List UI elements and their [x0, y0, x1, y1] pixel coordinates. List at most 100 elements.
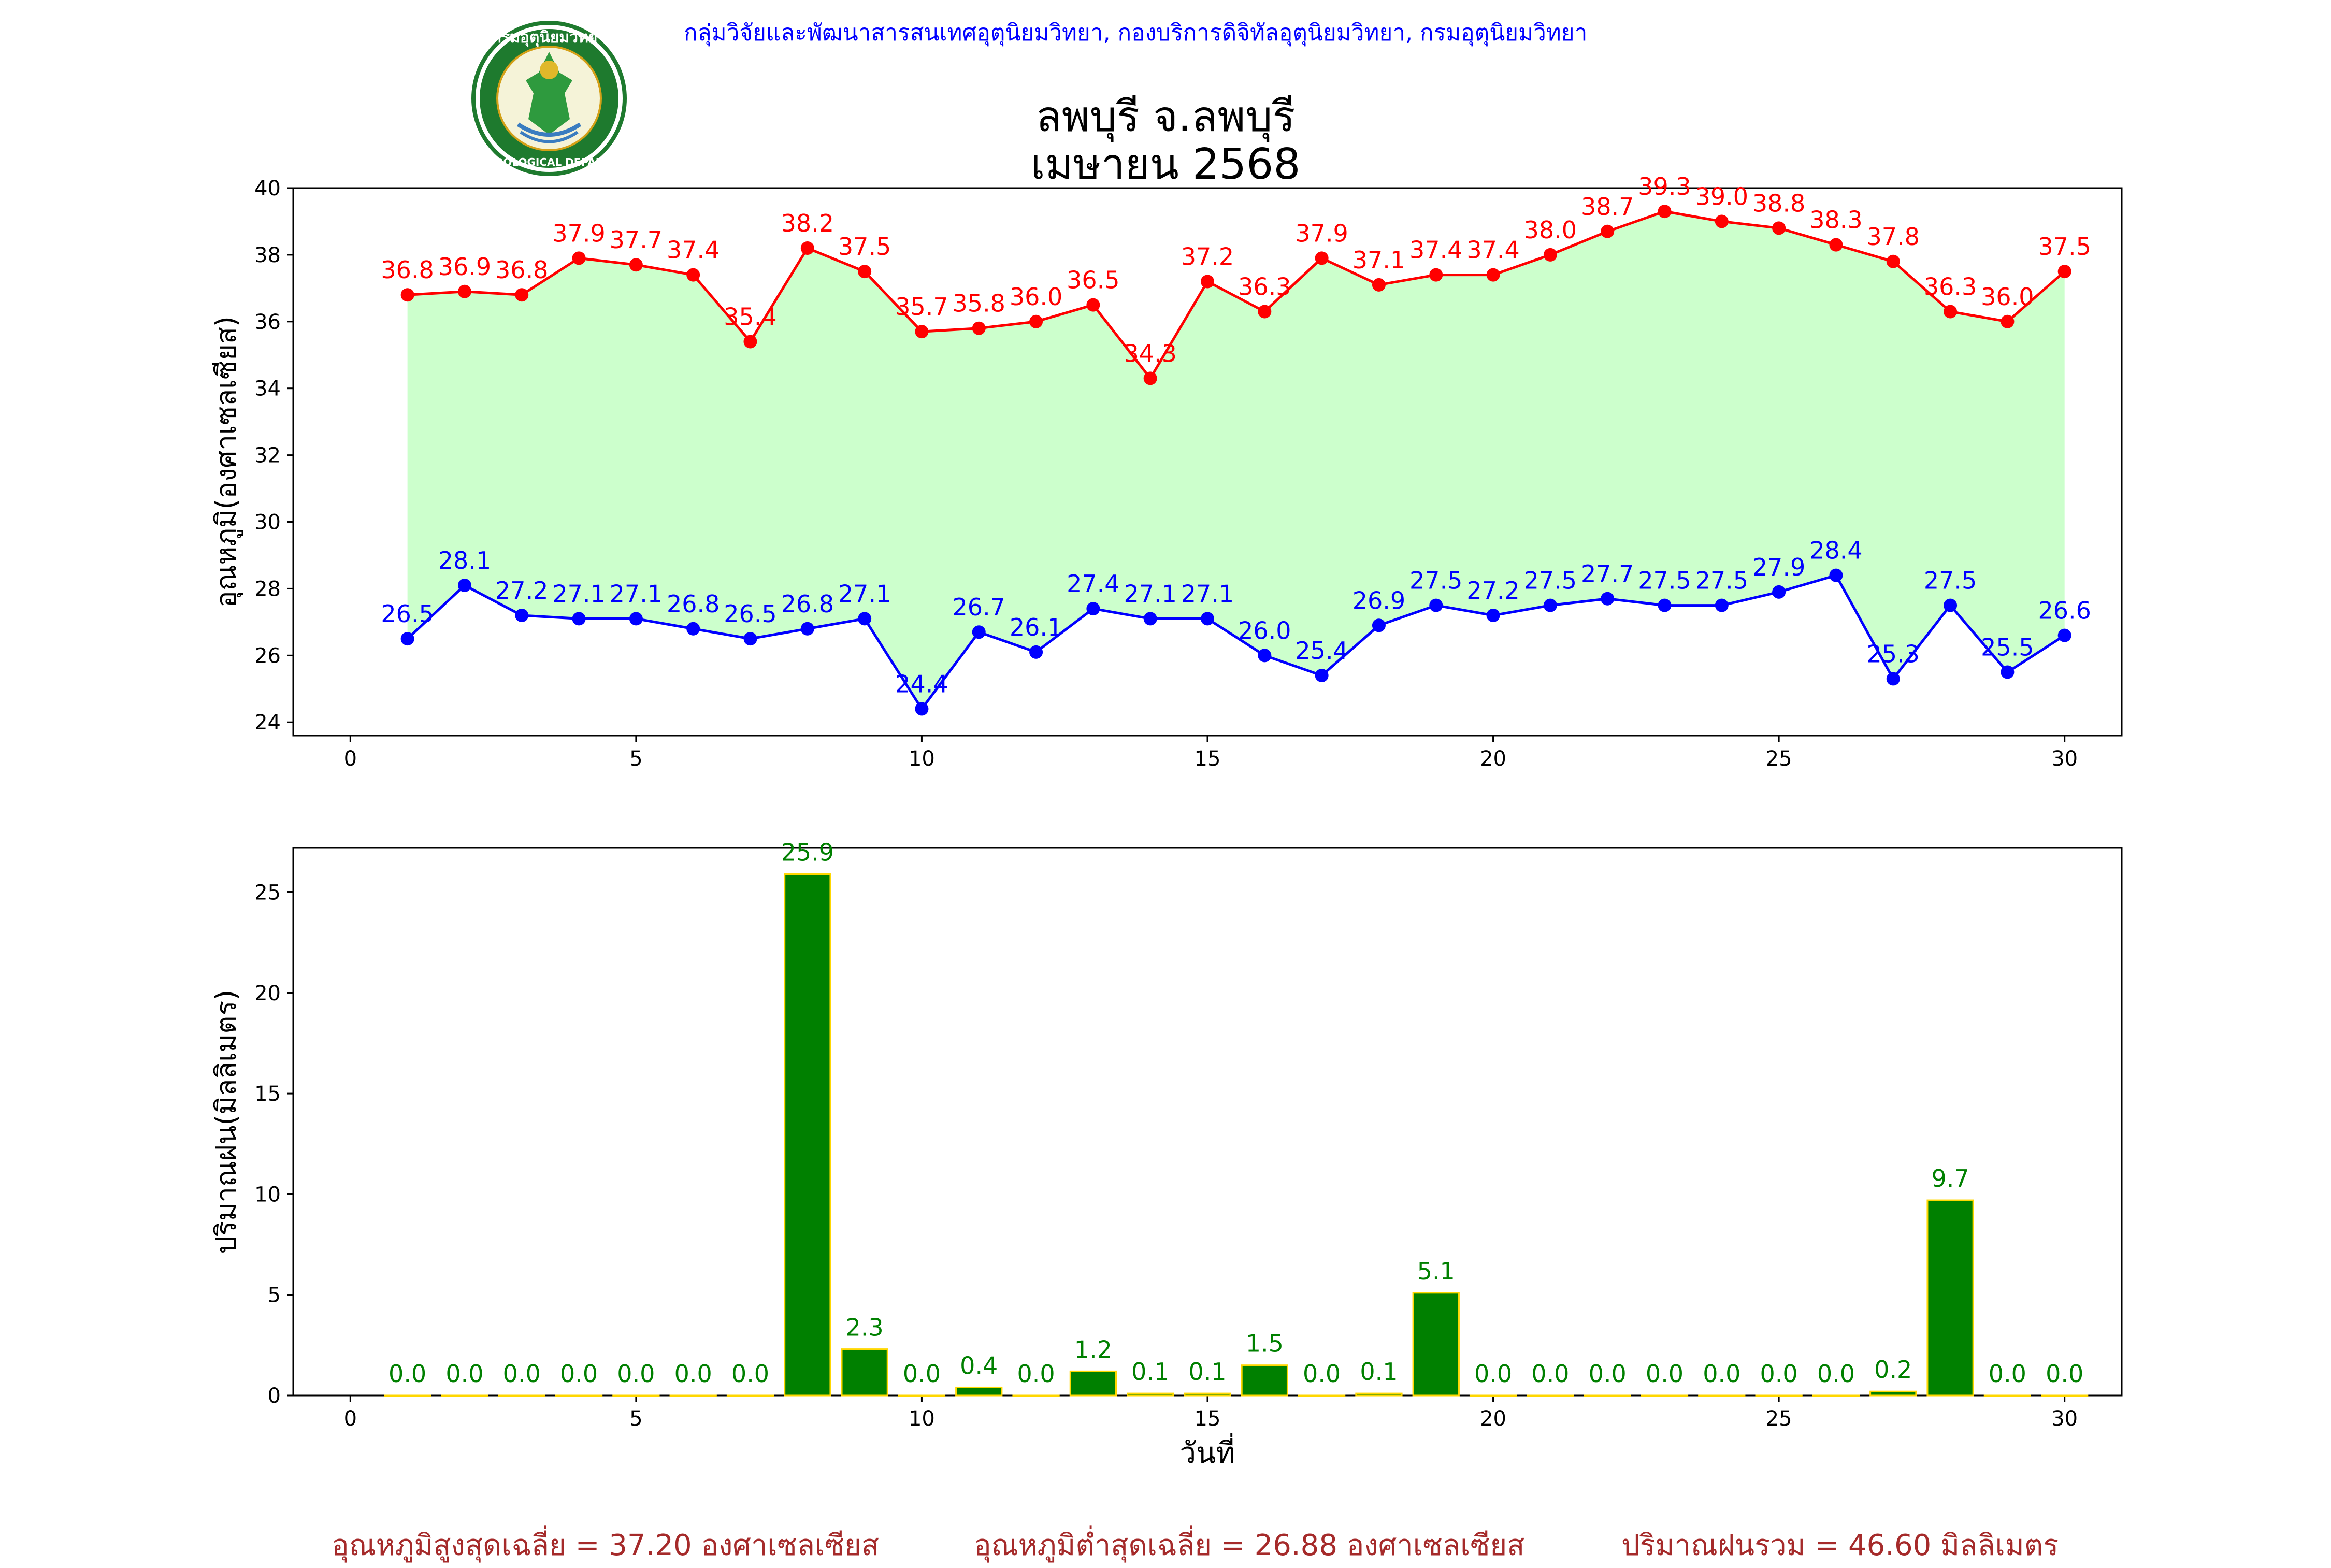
x-tick-label: 5	[629, 1407, 642, 1431]
max-temperature-label: 34.3	[1124, 339, 1176, 367]
max-temperature-label: 37.9	[552, 219, 605, 247]
max-temperature-label: 39.3	[1638, 172, 1691, 200]
min-temperature-label: 26.5	[381, 600, 434, 628]
x-tick-label: 30	[2051, 747, 2078, 771]
y-tick-label: 5	[268, 1284, 281, 1307]
min-temperature-label: 27.9	[1752, 553, 1805, 581]
max-temperature-label: 37.7	[610, 226, 663, 254]
min-temperature-point	[2001, 665, 2015, 679]
y-tick-label: 20	[254, 982, 281, 1005]
max-temperature-point	[1486, 268, 1500, 282]
chart-title-station: ลพบุรี จ.ลพบุรี	[1035, 92, 1296, 141]
max-temperature-label: 37.8	[1867, 223, 1920, 251]
min-temperature-label: 27.7	[1581, 560, 1634, 588]
rainfall-label: 0.4	[960, 1351, 998, 1379]
min-temperature-label: 27.5	[1524, 567, 1577, 595]
rainfall-label: 0.0	[1817, 1360, 1855, 1388]
max-temperature-label: 36.8	[495, 256, 548, 284]
rainfall-label: 0.0	[1989, 1360, 2026, 1388]
rainfall-label: 0.0	[388, 1360, 426, 1388]
min-temperature-label: 24.4	[895, 670, 948, 698]
min-temperature-point	[800, 622, 814, 636]
max-temperature-point	[686, 268, 700, 282]
y-tick-label: 0	[268, 1384, 281, 1408]
min-temperature-point	[1429, 598, 1443, 612]
rainfall-label: 0.0	[1703, 1360, 1740, 1388]
min-temperature-label: 27.2	[495, 577, 548, 605]
min-temperature-point	[1601, 592, 1615, 606]
rainfall-bar	[955, 1386, 1003, 1397]
max-temperature-point	[457, 284, 471, 298]
min-temperature-label: 27.1	[1181, 580, 1234, 608]
x-tick-label: 20	[1480, 747, 1506, 771]
min-temperature-point	[686, 622, 700, 636]
min-temperature-point	[1029, 645, 1043, 659]
max-temperature-label: 36.9	[438, 253, 491, 281]
max-temperature-point	[1944, 305, 1958, 319]
max-temperature-point	[1715, 214, 1729, 228]
x-tick-label: 0	[344, 1407, 357, 1431]
max-temperature-label: 39.0	[1695, 182, 1748, 210]
rainfall-bar	[1355, 1392, 1403, 1397]
x-tick-label: 5	[629, 747, 642, 771]
svg-text:กรมอุตุนิยมวิทยา: กรมอุตุนิยมวิทยา	[492, 28, 606, 47]
rainfall-label: 0.0	[903, 1360, 941, 1388]
min-temperature-label: 26.6	[2038, 597, 2091, 625]
max-temperature-label: 36.5	[1067, 266, 1119, 294]
max-temperature-label: 38.2	[781, 209, 834, 237]
y-axis-label: อุณหภูมิ(องศาเซลเซียส)	[210, 316, 243, 608]
x-tick-label: 0	[344, 747, 357, 771]
min-temperature-label: 26.9	[1352, 586, 1405, 614]
rainfall-label: 0.0	[731, 1360, 769, 1388]
x-tick-label: 30	[2051, 1407, 2078, 1431]
max-temperature-label: 37.1	[1352, 246, 1405, 274]
rainfall-bar	[1241, 1364, 1288, 1397]
min-temperature-point	[1886, 672, 1900, 686]
min-temperature-point	[858, 612, 872, 626]
svg-text:METEOROLOGICAL DEPARTMENT: METEOROLOGICAL DEPARTMENT	[466, 156, 632, 168]
rainfall-label: 0.0	[674, 1360, 712, 1388]
x-tick-label: 10	[909, 747, 935, 771]
min-temperature-point	[515, 608, 529, 622]
rainfall-label: 0.0	[1017, 1360, 1055, 1388]
max-temperature-point	[800, 241, 814, 255]
min-temperature-label: 27.5	[1638, 567, 1691, 595]
y-tick-label: 25	[254, 881, 281, 904]
rainfall-label: 0.0	[1589, 1360, 1627, 1388]
max-temperature-label: 36.8	[381, 256, 434, 284]
rainfall-label: 0.2	[1874, 1356, 1912, 1384]
rainfall-bar	[1412, 1292, 1460, 1397]
max-temperature-point	[972, 321, 986, 335]
x-tick-label: 25	[1766, 1407, 1792, 1431]
min-temperature-label: 26.8	[781, 590, 834, 618]
rainfall-label: 0.0	[1474, 1360, 1512, 1388]
rainfall-label: 2.3	[846, 1314, 884, 1342]
max-temperature-point	[1201, 275, 1214, 289]
min-temperature-point	[629, 612, 643, 626]
min-temperature-label: 27.1	[1124, 580, 1176, 608]
min-temperature-point	[572, 612, 586, 626]
rainfall-bar	[1869, 1390, 1917, 1397]
x-tick-label: 10	[909, 1407, 935, 1431]
x-tick-label: 15	[1195, 1407, 1221, 1431]
rainfall-label: 0.0	[445, 1360, 483, 1388]
max-temperature-point	[1429, 268, 1443, 282]
max-temperature-label: 37.5	[838, 233, 891, 261]
x-tick-label: 20	[1480, 1407, 1506, 1431]
max-temperature-label: 36.0	[1010, 283, 1062, 311]
max-temperature-point	[1543, 248, 1557, 262]
rainfall-label: 0.1	[1360, 1358, 1398, 1386]
min-temperature-line	[406, 573, 2066, 711]
y-tick-label: 38	[254, 243, 281, 267]
min-temperature-label: 25.3	[1867, 640, 1920, 668]
rainfall-label: 0.0	[1760, 1360, 1798, 1388]
max-temperature-point	[1258, 305, 1272, 319]
min-temperature-point	[1143, 612, 1157, 626]
max-temperature-label: 37.9	[1295, 219, 1348, 247]
min-temperature-label: 28.1	[438, 546, 491, 574]
max-temperature-point	[743, 335, 757, 349]
min-temperature-label: 27.5	[1924, 567, 1977, 595]
min-temperature-point	[1543, 598, 1557, 612]
min-temperature-point	[2057, 628, 2071, 642]
